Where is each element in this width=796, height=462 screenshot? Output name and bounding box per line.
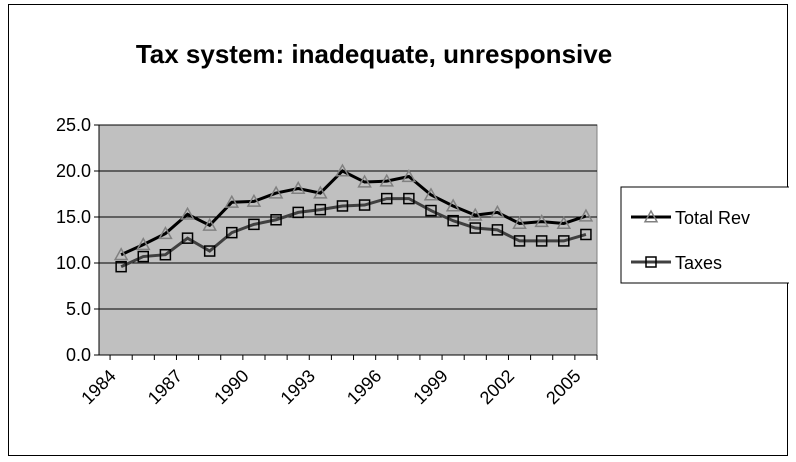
x-tick-label: 1999 <box>409 366 451 408</box>
data-point <box>113 247 129 261</box>
y-tick-label: 5.0 <box>66 299 91 319</box>
data-point <box>313 185 328 199</box>
data-point <box>401 168 417 183</box>
data-point <box>490 204 505 218</box>
data-point <box>423 187 439 201</box>
data-point <box>314 203 327 216</box>
legend-marker <box>643 209 659 223</box>
data-point <box>379 173 395 187</box>
x-tick-label: 1984 <box>77 366 119 408</box>
data-point <box>556 215 572 229</box>
data-point <box>491 224 504 236</box>
legend-label: Total Rev <box>675 208 750 228</box>
data-point <box>357 174 372 188</box>
y-tick-label: 20.0 <box>56 161 91 181</box>
x-tick-label: 1990 <box>210 366 252 408</box>
data-point <box>248 218 260 231</box>
data-point <box>180 206 195 220</box>
data-point <box>534 214 549 228</box>
data-point <box>336 200 349 212</box>
data-point <box>380 192 393 205</box>
data-point <box>159 248 172 261</box>
y-tick-label: 25.0 <box>56 115 91 135</box>
y-tick-label: 0.0 <box>66 345 91 365</box>
data-point <box>135 237 151 251</box>
data-point <box>115 260 127 273</box>
data-point <box>270 214 282 226</box>
data-point <box>535 235 548 247</box>
data-point <box>358 199 371 211</box>
data-point <box>203 245 216 257</box>
data-point <box>202 217 217 231</box>
data-point <box>580 228 592 241</box>
data-point <box>558 235 570 247</box>
data-point <box>292 206 304 219</box>
x-tick-label: 2005 <box>542 366 584 408</box>
data-point <box>290 180 306 195</box>
legend: Total Rev Taxes <box>620 186 789 284</box>
data-point <box>469 222 482 234</box>
data-point <box>467 207 483 221</box>
series-1 <box>115 192 592 273</box>
data-point <box>403 192 415 205</box>
data-point <box>512 215 527 229</box>
data-point <box>181 232 194 244</box>
data-point <box>425 204 437 217</box>
data-point <box>158 226 173 240</box>
data-point <box>335 163 350 177</box>
data-point <box>447 214 459 227</box>
data-point <box>246 193 262 207</box>
data-point <box>578 208 594 222</box>
line-chart: Tax system: inadequate, unresponsive 0.0… <box>56 39 789 408</box>
data-point <box>137 250 150 263</box>
series-0 <box>113 163 594 261</box>
plot-layer: 0.0 5.0 10.0 15.0 20.0 25.0 1984 1987 1990 1993 19… <box>56 115 598 408</box>
legend-marker <box>645 256 657 268</box>
y-tick-label: 10.0 <box>56 253 91 273</box>
x-tick-label: 2002 <box>476 366 518 408</box>
chart-title: Tax system: inadequate, unresponsive <box>136 39 612 69</box>
data-point <box>445 198 461 212</box>
chart-area: Tax system: inadequate, unresponsive 0.0… <box>8 4 789 456</box>
data-point <box>268 185 284 199</box>
x-tick-label: 1993 <box>277 366 319 408</box>
data-point <box>226 226 238 239</box>
legend-label: Taxes <box>675 253 722 273</box>
data-point <box>513 235 526 247</box>
x-tick-label: 1996 <box>343 366 385 408</box>
x-tick-label: 1987 <box>144 366 186 408</box>
data-point <box>224 194 240 208</box>
y-tick-label: 15.0 <box>56 207 91 227</box>
series-line <box>120 169 587 257</box>
series-line <box>120 197 587 269</box>
